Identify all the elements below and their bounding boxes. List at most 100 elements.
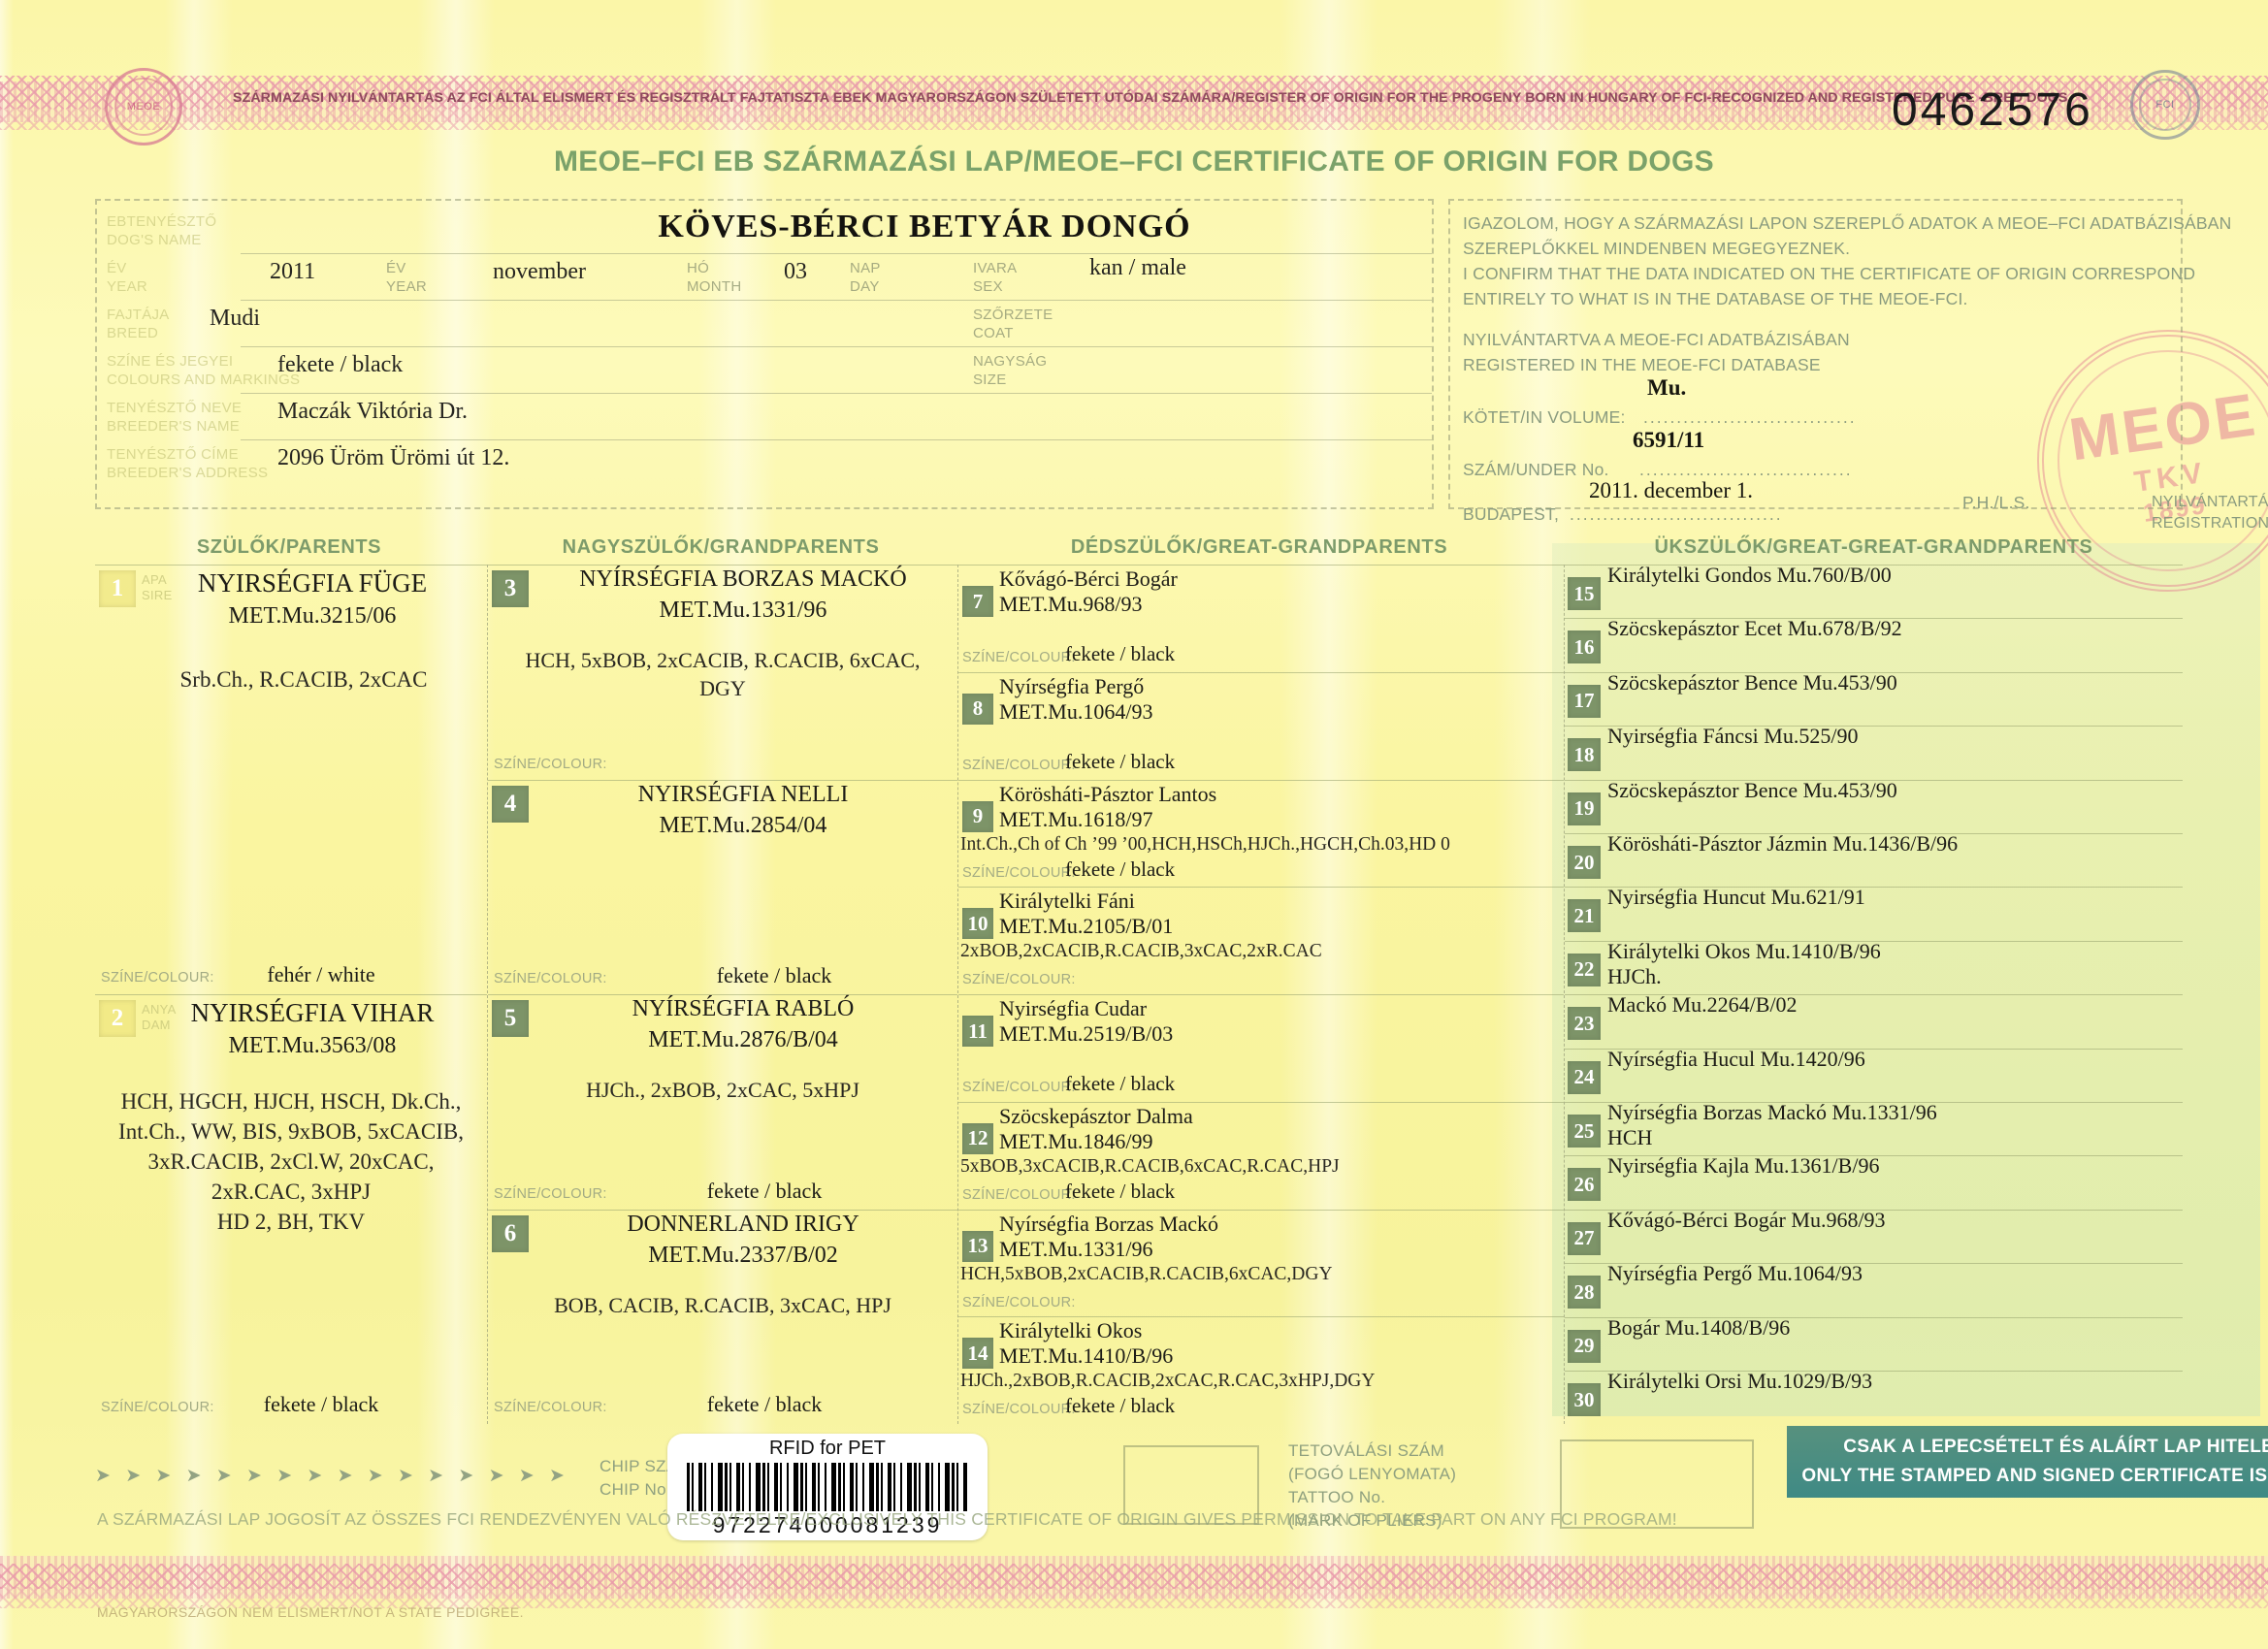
ph-ls-label: P.H./L.S. [1962, 493, 2030, 512]
column-header-grandparents: NAGYSZÜLŐK/GRANDPARENTS [562, 536, 880, 558]
pedigree-number-2: 2 [99, 1000, 136, 1037]
label-colour-ggp-9: SZÍNE/COLOUR: [962, 864, 1076, 881]
rfid-caption: RFID for PET [768, 1438, 886, 1459]
great-great-grandparent-name: Királytelki Okos Mu.1410/B/96 [1607, 938, 1881, 963]
tattoo-label-2: (FOGÓ LENYOMATA) [1288, 1465, 1457, 1483]
great-great-grandparent-cell [1565, 994, 2183, 1048]
great-grandparent-name: Kővágó-Bérci Bogár [999, 566, 1178, 591]
pedigree-number-10: 10 [962, 908, 993, 940]
label-colour-ggp-13: SZÍNE/COLOUR: [962, 1294, 1076, 1310]
pedigree-number-9: 9 [962, 800, 993, 832]
grandparent-5-name: NYÍRSÉGFIA RABLÓ [632, 996, 855, 1021]
great-great-grandparent-name: Nyírségfia Hucul Mu.1420/96 [1607, 1046, 1865, 1071]
label-dam-hu: ANYA [142, 1002, 177, 1017]
great-grandparent-titles: HCH,5xBOB,2xCACIB,R.CACIB,6xCAC,DGY [960, 1263, 1333, 1284]
pedigree-number-11: 11 [962, 1016, 993, 1047]
label-colour-hu: SZÍNE ÉS JEGYEI [107, 353, 234, 370]
under-number-value: 6591/11 [1633, 428, 1705, 452]
pedigree-number-28: 28 [1568, 1276, 1601, 1310]
pedigree-number-15: 15 [1568, 577, 1601, 610]
under-number-label: SZÁM/UNDER No. [1463, 460, 1609, 479]
great-great-grandparent-cell [1565, 940, 2183, 994]
dam-colour: fekete / black [263, 1392, 379, 1416]
label-breed-en: BREED [107, 325, 159, 341]
pedigree-number-3: 3 [492, 570, 529, 607]
great-great-grandparent-name: Nyírségfia Pergő Mu.1064/93 [1607, 1261, 1863, 1286]
great-grandparent-cell [958, 671, 1564, 780]
great-great-grandparent-cell [1565, 726, 2183, 779]
great-great-grandparent-cell [1565, 833, 2183, 887]
label-colour-ggp-12: SZÍNE/COLOUR: [962, 1186, 1076, 1203]
rule-4 [241, 393, 1432, 394]
grandparent-4-colour: fekete / black [716, 963, 832, 987]
great-great-grandparent-cell [1565, 1316, 2183, 1371]
pedigree-number-26: 26 [1568, 1168, 1601, 1202]
rfid-label: RFID for PET 972274000081239 [667, 1434, 988, 1540]
validity-text-en: ONLY THE STAMPED AND SIGNED CERTIFICATE … [1801, 1466, 2268, 1486]
great-grandparent-titles: 5xBOB,3xCACIB,R.CACIB,6xCAC,R.CAC,HPJ [960, 1155, 1340, 1177]
great-great-grandparent-cell [1565, 1263, 2183, 1316]
grandparent-5-registration: MET.Mu.2876/B/04 [648, 1027, 838, 1052]
barcode-image [687, 1463, 968, 1511]
pedigree-number-1: 1 [99, 570, 136, 607]
pedigree-number-23: 23 [1568, 1007, 1601, 1041]
label-address-en: BREEDER'S ADDRESS [107, 465, 269, 481]
great-great-grandparent-name: Nyirségfia Kajla Mu.1361/B/96 [1607, 1153, 1880, 1179]
great-grandparent-registration: MET.Mu.1331/96 [999, 1236, 1153, 1261]
page-title: MEOE–FCI EB SZÁRMAZÁSI LAP/MEOE–FCI CERT… [554, 146, 1714, 178]
label-colour-ggp-11: SZÍNE/COLOUR: [962, 1080, 1076, 1095]
divider-col-3 [957, 565, 958, 1424]
pedigree-number-6: 6 [492, 1215, 529, 1252]
label-sex: SEX [973, 278, 1003, 295]
great-great-grandparent-name: Szöcskepásztor Bence Mu.453/90 [1607, 669, 1897, 695]
footer-section: ➤ ➤ ➤ ➤ ➤ ➤ ➤ ➤ ➤ ➤ ➤ ➤ ➤ ➤ ➤ ➤ CHIP SZÁ… [95, 1426, 2268, 1571]
grandparent-cell-6 [488, 1210, 957, 1424]
birth-day-value: 03 [784, 259, 807, 284]
label-colour-gp5: SZÍNE/COLOUR: [494, 1186, 607, 1202]
pedigree-number-27: 27 [1568, 1221, 1601, 1255]
great-great-grandparent-cell [1565, 1155, 2183, 1209]
chip-label-en: CHIP No. [599, 1480, 671, 1499]
confirm-line-1: IGAZOLOM, HOGY A SZÁRMAZÁSI LAPON SZEREP… [1463, 213, 2232, 233]
certificate-serial-number: 0462576 [1892, 84, 2093, 136]
label-dog-name-hu: EBTENYÉSZTŐ [107, 213, 217, 230]
validity-text-hu: CSAK A LEPECSÉTELT ÉS ALÁÍRT LAP HITELES… [1843, 1437, 2268, 1457]
pedigree-number-14: 14 [962, 1338, 993, 1370]
meoe-seal-icon: MEOE [105, 68, 182, 146]
confirm-line-3: I CONFIRM THAT THE DATA INDICATED ON THE… [1463, 264, 2196, 283]
grandparent-4-name: NYIRSÉGFIA NELLI [637, 782, 849, 807]
grandparent-4-registration: MET.Mu.2854/04 [659, 813, 827, 838]
great-great-grandparent-cell [1565, 618, 2183, 671]
under-number-dots: ................................ [1639, 460, 1853, 479]
parent-cell-sire [95, 565, 487, 994]
great-grandparent-registration: MET.Mu.1064/93 [999, 698, 1153, 724]
grandparent-cell-3 [488, 565, 957, 780]
validity-banner: CSAK A LEPECSÉTELT ÉS ALÁÍRT LAP HITELES… [1787, 1426, 2268, 1498]
parent-cell-dam [95, 994, 487, 1424]
birth-month-value: november [493, 259, 586, 284]
great-great-grandparent-name: Körösháti-Pásztor Jázmin Mu.1436/B/96 [1607, 831, 1959, 856]
label-colour-sire: SZÍNE/COLOUR: [101, 970, 214, 986]
label-colour-dam: SZÍNE/COLOUR: [101, 1400, 214, 1415]
pedigree-number-16: 16 [1568, 630, 1601, 664]
label-month: MONTH [687, 278, 742, 295]
great-grandparent-registration: MET.Mu.2105/B/01 [999, 914, 1174, 939]
great-grandparent-cell [958, 779, 1564, 888]
dam-title-3: 3xR.CACIB, 2xCl.W, 20xCAC, [147, 1149, 435, 1174]
breeder-name-value: Maczák Viktória Dr. [277, 399, 469, 424]
pedigree-number-4: 4 [492, 786, 529, 823]
colour-value: fekete / black [277, 352, 404, 377]
volume-value: Mu. [1647, 375, 1687, 400]
dam-title-2: Int.Ch., WW, BIS, 9xBOB, 5xCACIB, [118, 1119, 464, 1144]
great-great-grandparent-name: Nyirségfia Huncut Mu.621/91 [1607, 885, 1865, 910]
great-grandparent-cell [958, 887, 1564, 994]
label-breeder-en: BREEDER'S NAME [107, 418, 241, 435]
great-grandparent-colour: fekete / black [1065, 1179, 1176, 1203]
rule-3 [241, 346, 1432, 347]
registration-manager-en: REGISTRATION MANAGER [2152, 515, 2268, 532]
great-grandparent-name: Királytelki Fáni [999, 889, 1135, 914]
grandparent-5-colour: fekete / black [706, 1179, 823, 1203]
label-breed-hu: FAJTÁJA [107, 307, 170, 323]
label-day: DAY [850, 278, 880, 295]
volume-label: KÖTET/IN VOLUME: [1463, 407, 1626, 427]
